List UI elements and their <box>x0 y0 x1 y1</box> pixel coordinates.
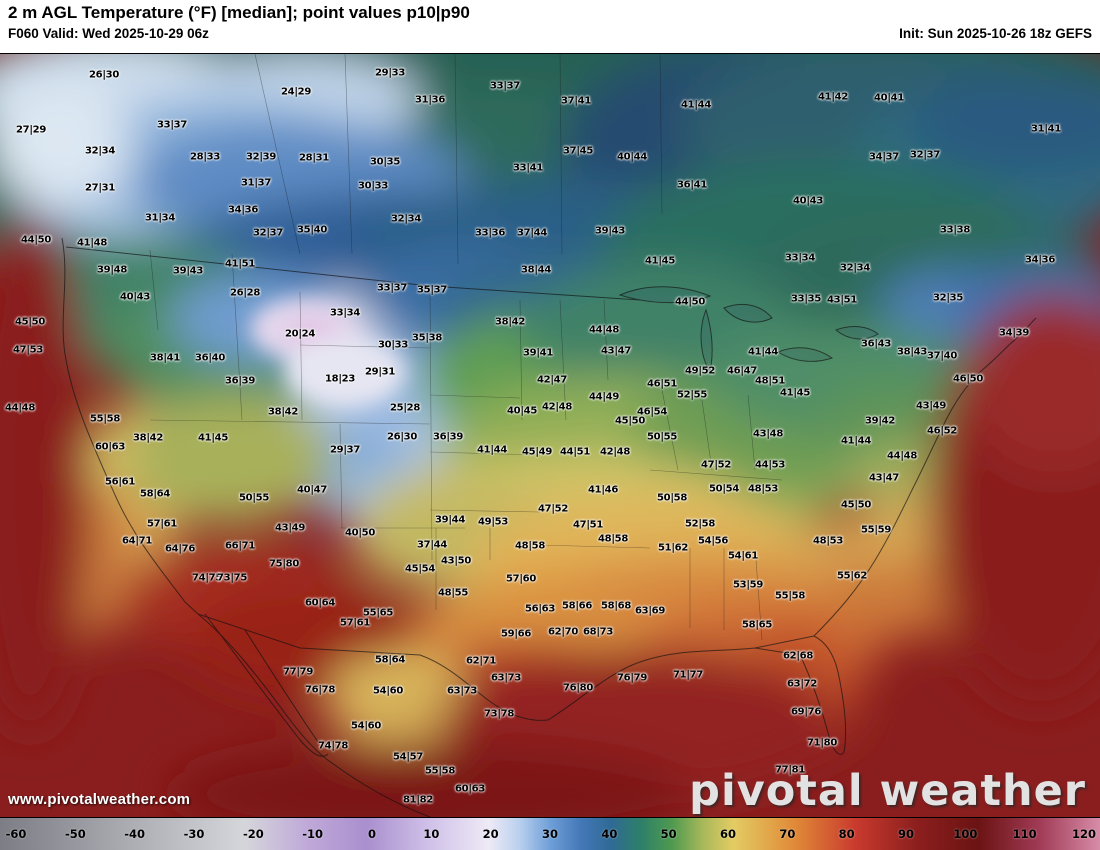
colorbar-tick: -30 <box>183 827 205 841</box>
colorbar-tick: 10 <box>423 827 440 841</box>
colorbar-tick: 90 <box>897 827 915 841</box>
temperature-map[interactable] <box>0 54 1100 817</box>
colorbar-tick: -20 <box>242 827 264 841</box>
page-title: 2 m AGL Temperature (°F) [median]; point… <box>8 3 470 22</box>
watermark-logo-text: pivotal weather <box>689 766 1086 816</box>
colorbar-tick: 0 <box>367 827 377 841</box>
state-borders <box>149 54 783 641</box>
colorbar-tick: 80 <box>838 827 855 841</box>
header-bar: 2 m AGL Temperature (°F) [median]; point… <box>0 0 1100 54</box>
colorbar-tick: -40 <box>124 827 146 841</box>
colorbar-tick: 60 <box>719 827 737 841</box>
coastlines <box>61 237 1037 817</box>
temperature-field-image <box>0 54 1100 817</box>
colorbar-tick: 110 <box>1012 827 1037 841</box>
colorbar-tick: 120 <box>1071 827 1097 841</box>
colorbar-tick: 50 <box>660 827 677 841</box>
colorbar-tick: 30 <box>541 827 559 841</box>
colorbar-tick: 70 <box>779 827 796 841</box>
valid-time-label: F060 Valid: Wed 2025-10-29 06z <box>8 26 209 41</box>
colorbar-tick: -10 <box>302 827 324 841</box>
colorbar-tick: -60 <box>5 827 27 841</box>
colorbar-tick: -50 <box>64 827 86 841</box>
colorbar-ticks: -60 -50 -40 -30 -20 -10 0 10 20 30 40 50 60 70 80 90 100… <box>6 818 1096 850</box>
watermark-url: www.pivotalweather.com <box>8 791 191 808</box>
colorbar-tick: 40 <box>601 827 618 841</box>
colorbar-tick: 100 <box>953 827 978 841</box>
init-time-label: Init: Sun 2025-10-26 18z GEFS <box>899 26 1092 41</box>
colorbar-tick: 20 <box>482 827 499 841</box>
colorbar: -60 -50 -40 -30 -20 -10 0 10 20 30 40 50 60 70 80 90 100… <box>0 817 1100 850</box>
